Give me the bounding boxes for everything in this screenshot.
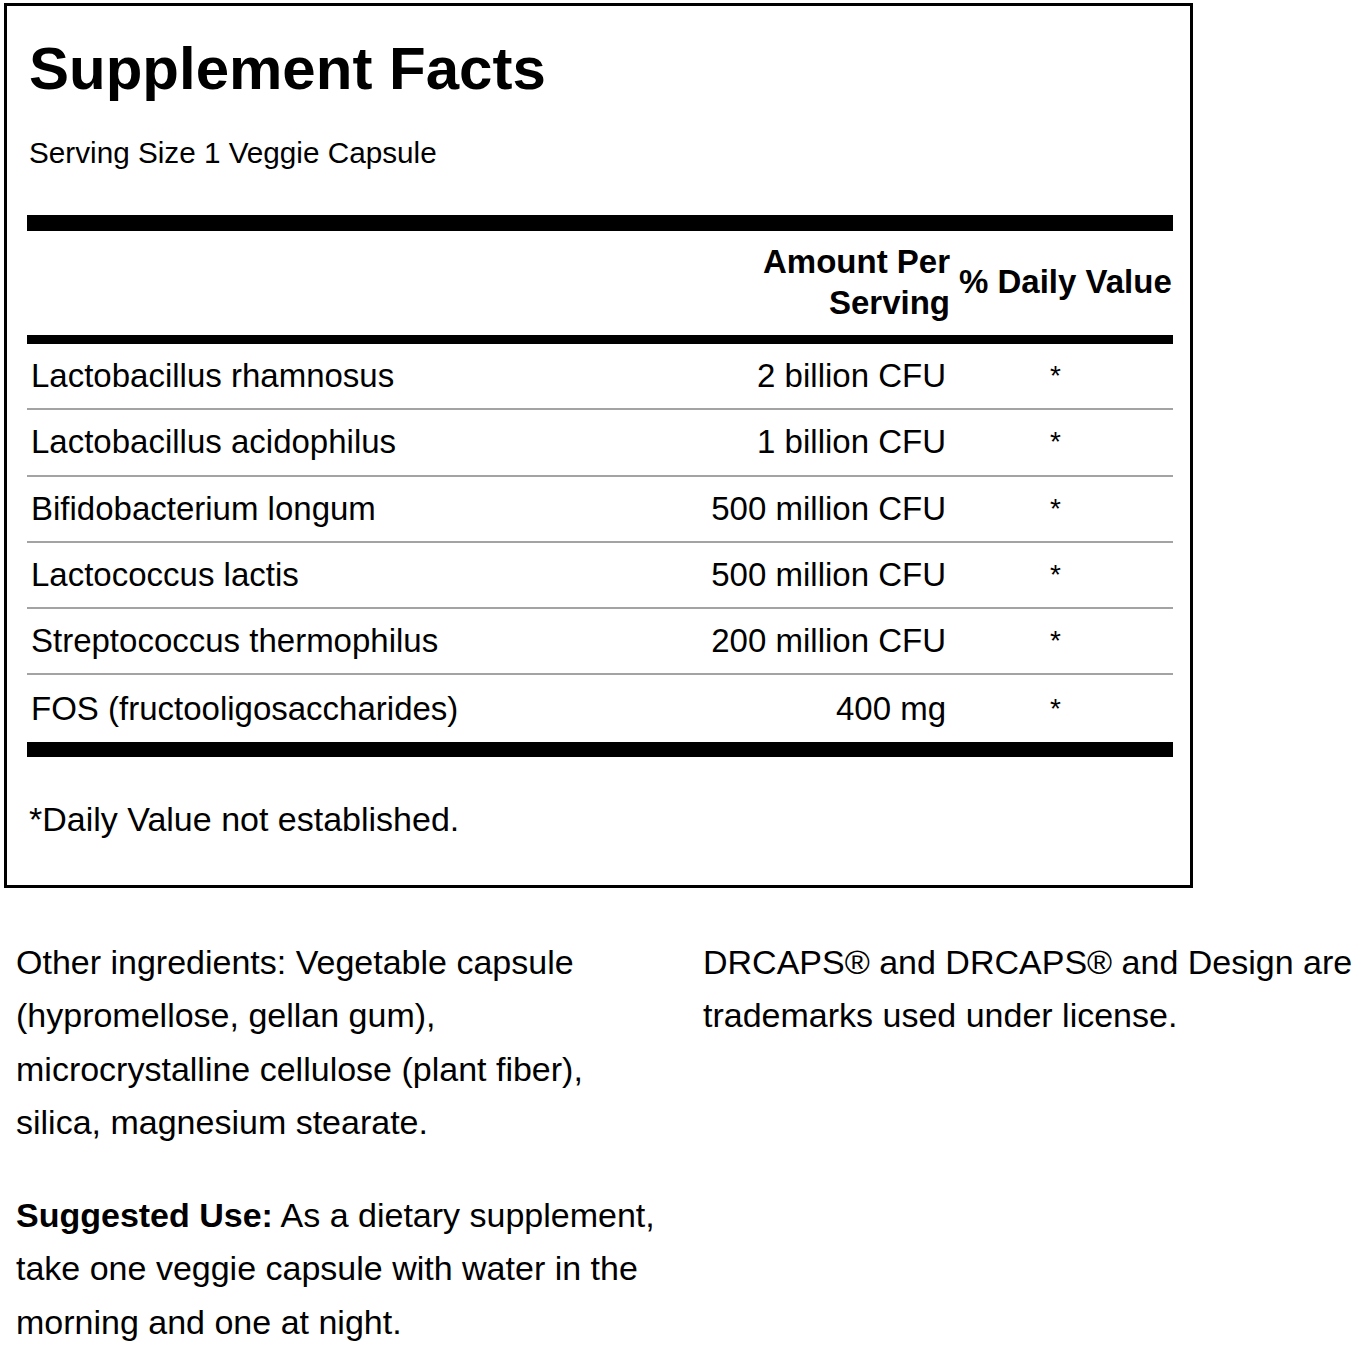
suggested-use-label: Suggested Use: — [16, 1196, 273, 1234]
ingredient-name: Lactococcus lactis — [27, 556, 610, 594]
ingredient-amount: 500 million CFU — [610, 490, 946, 528]
ingredient-dv: * — [946, 625, 1173, 657]
ingredient-amount: 500 million CFU — [610, 556, 946, 594]
other-ingredients: Other ingredients: Vegetable capsule (hy… — [16, 936, 583, 1150]
ingredient-dv: * — [946, 360, 1173, 392]
ingredient-amount: 2 billion CFU — [610, 357, 946, 395]
ingredient-dv: * — [946, 559, 1173, 591]
ingredient-name: Streptococcus thermophilus — [27, 622, 610, 660]
daily-value-footnote: *Daily Value not established. — [29, 801, 459, 837]
ingredient-row: Bifidobacterium longum 500 million CFU * — [27, 477, 1173, 543]
ingredient-row: Lactobacillus acidophilus 1 billion CFU … — [27, 410, 1173, 476]
ingredient-dv: * — [946, 693, 1173, 725]
daily-value-header: % Daily Value — [959, 266, 1172, 298]
ingredient-row: Streptococcus thermophilus 200 million C… — [27, 609, 1173, 675]
ingredient-row: Lactobacillus rhamnosus 2 billion CFU * — [27, 344, 1173, 410]
trademark-note: DRCAPS® and DRCAPS® and Design are trade… — [703, 936, 1352, 1043]
amount-per-serving-header: Amount PerServing — [763, 241, 950, 323]
ingredient-row: FOS (fructooligosaccharides) 400 mg * — [27, 675, 1173, 741]
ingredient-name: FOS (fructooligosaccharides) — [27, 690, 610, 728]
suggested-use: Suggested Use: As a dietary supplement, … — [16, 1189, 655, 1347]
ingredient-amount: 200 million CFU — [610, 622, 946, 660]
ingredient-name: Bifidobacterium longum — [27, 490, 610, 528]
ingredient-name: Lactobacillus rhamnosus — [27, 357, 610, 395]
serving-size: Serving Size 1 Veggie Capsule — [29, 133, 437, 173]
divider-thick-mid — [27, 335, 1173, 344]
ingredient-row: Lactococcus lactis 500 million CFU * — [27, 543, 1173, 609]
ingredient-dv: * — [946, 426, 1173, 458]
panel-title: Supplement Facts — [29, 36, 546, 102]
ingredient-name: Lactobacillus acidophilus — [27, 423, 610, 461]
divider-thick-bottom — [27, 742, 1173, 757]
ingredient-table: Lactobacillus rhamnosus 2 billion CFU * … — [27, 344, 1173, 742]
ingredient-dv: * — [946, 493, 1173, 525]
supplement-facts-panel: Supplement Facts Serving Size 1 Veggie C… — [4, 3, 1193, 888]
ingredient-amount: 400 mg — [610, 690, 946, 728]
divider-thick-top — [27, 215, 1173, 231]
ingredient-amount: 1 billion CFU — [610, 423, 946, 461]
